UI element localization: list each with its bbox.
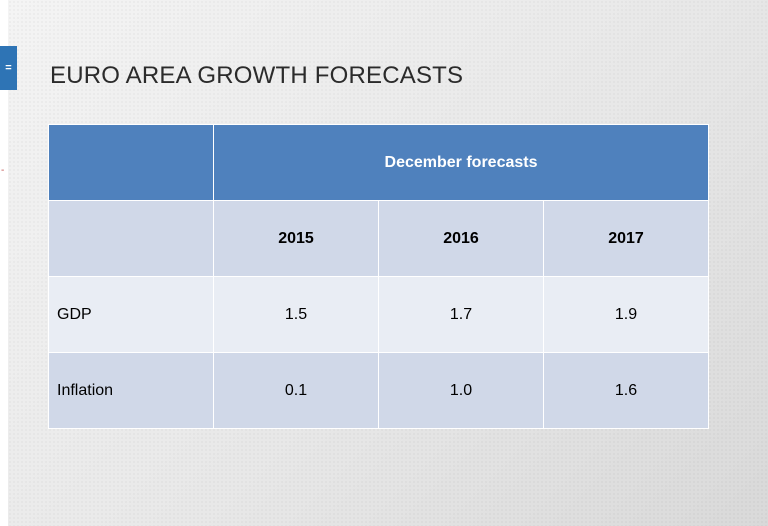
year-header: 2016	[378, 200, 544, 277]
forecast-table: December forecasts 2015 2016 2017 GDP 1.…	[48, 124, 709, 429]
year-header: 2017	[543, 200, 709, 277]
year-header: 2015	[213, 200, 379, 277]
header-empty-cell	[48, 124, 214, 201]
table-cell: 1.0	[378, 352, 544, 429]
table-row: GDP 1.5 1.7 1.9	[48, 276, 709, 353]
row-label: Inflation	[48, 352, 214, 429]
table-cell: 1.5	[213, 276, 379, 353]
year-row: 2015 2016 2017	[48, 200, 709, 277]
row-label: GDP	[48, 276, 214, 353]
year-row-empty-cell	[48, 200, 214, 277]
slide-title: EURO AREA GROWTH FORECASTS	[50, 62, 464, 89]
table-header-row: December forecasts	[48, 124, 709, 201]
table-cell: 1.9	[543, 276, 709, 353]
table-cell: 0.1	[213, 352, 379, 429]
table-cell: 1.6	[543, 352, 709, 429]
stray-mark: -	[1, 165, 5, 176]
table-cell: 1.7	[378, 276, 544, 353]
table-row: Inflation 0.1 1.0 1.6	[48, 352, 709, 429]
section-tab[interactable]: =	[0, 46, 17, 90]
left-margin	[0, 0, 8, 526]
group-header: December forecasts	[213, 124, 709, 201]
